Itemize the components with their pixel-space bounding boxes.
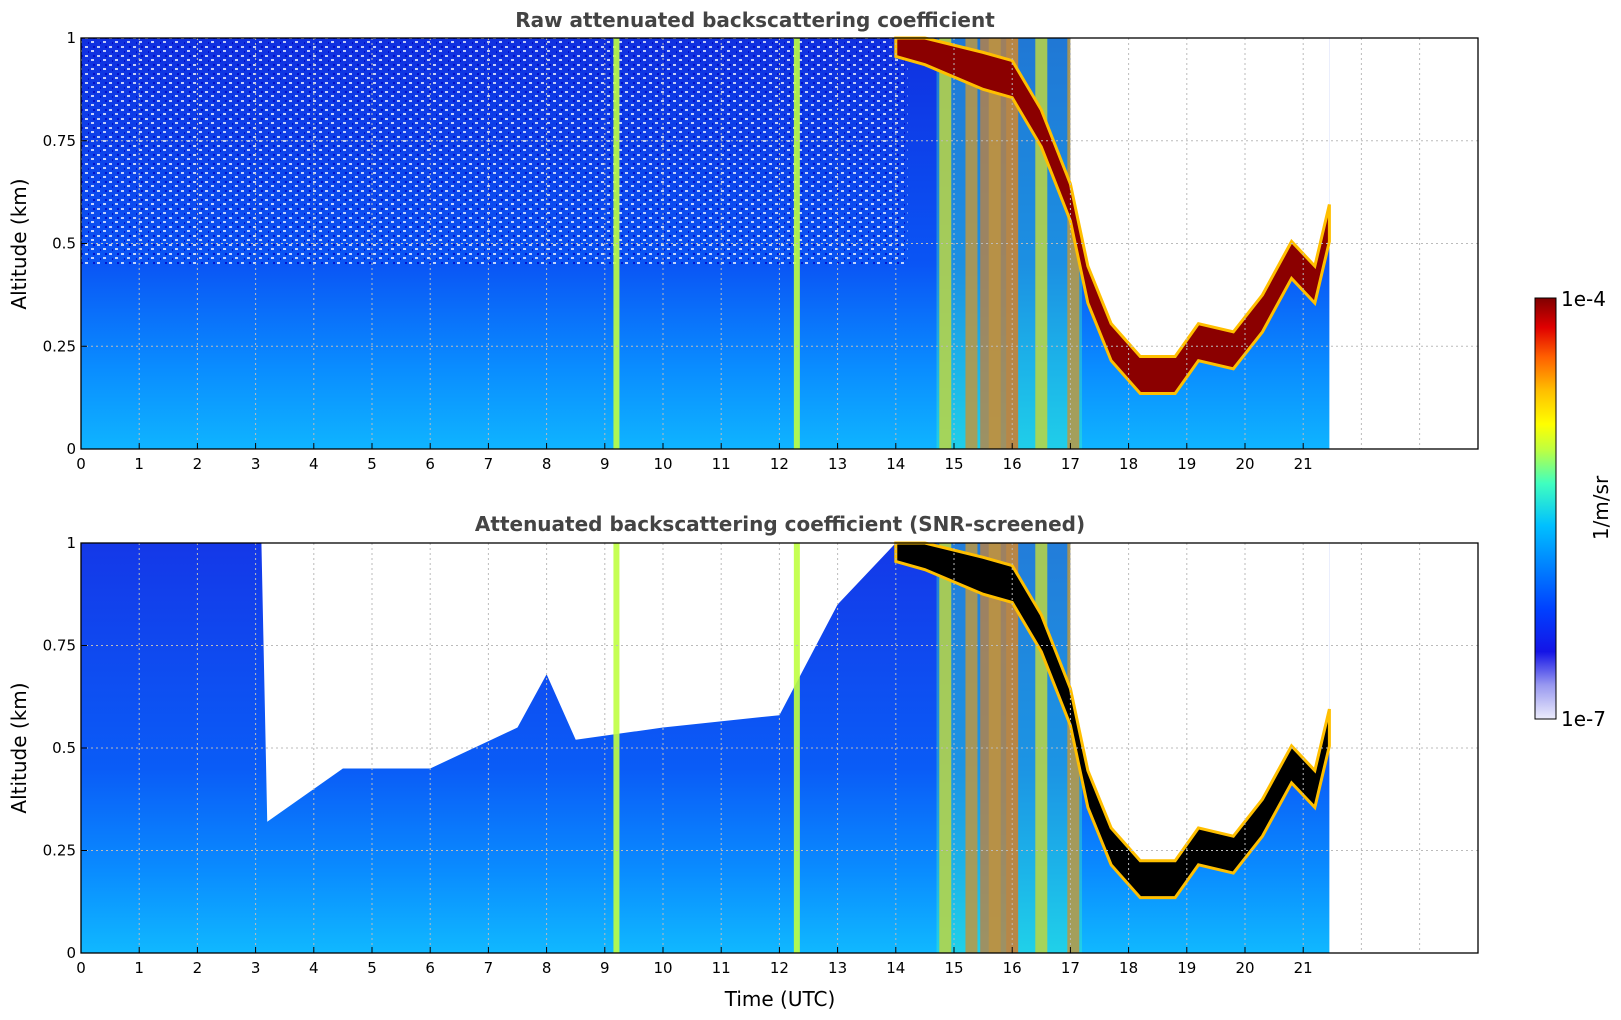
x-tick-label: 14 <box>886 959 905 977</box>
x-tick-label: 20 <box>1235 455 1254 473</box>
x-tick-label: 0 <box>76 959 86 977</box>
clear-sky-region <box>1070 543 1330 861</box>
panel1-y-ticks: 0 0.25 0.5 0.75 1 <box>43 29 87 458</box>
colorbar-min-label: 1e-7 <box>1561 707 1606 731</box>
y-tick-label: 0.5 <box>52 739 76 757</box>
cloud-layer <box>894 36 1331 396</box>
x-tick-label: 8 <box>542 959 552 977</box>
x-tick-label: 13 <box>828 959 847 977</box>
y-tick-label: 0.25 <box>43 842 76 860</box>
x-tick-label: 4 <box>309 455 319 473</box>
panel2-gridlines <box>81 543 1478 953</box>
panel2-title: Attenuated backscattering coefficient (S… <box>475 512 1085 536</box>
x-tick-label: 6 <box>425 959 435 977</box>
rain-halo <box>936 543 1083 953</box>
colorbar-gradient <box>1534 297 1557 720</box>
x-tick-label: 2 <box>193 959 203 977</box>
y-tick-label: 0.5 <box>52 235 76 253</box>
x-tick-label: 20 <box>1235 959 1254 977</box>
y-tick-label: 0.75 <box>43 637 76 655</box>
x-tick-label: 1 <box>134 455 144 473</box>
y-tick-label: 0 <box>66 944 76 962</box>
clear-sky-region <box>1070 38 1330 357</box>
panel2-y-ticks: 0 0.25 0.5 0.75 1 <box>43 534 87 962</box>
screened-out-region <box>81 543 896 822</box>
y-tick-label: 0.75 <box>43 132 76 150</box>
x-tick-label: 16 <box>1003 959 1022 977</box>
x-tick-label: 16 <box>1003 455 1022 473</box>
rain-halo <box>936 38 1083 449</box>
x-tick-label: 4 <box>309 959 319 977</box>
x-tick-label: 19 <box>1177 455 1196 473</box>
x-tick-label: 14 <box>886 455 905 473</box>
y-tick-label: 1 <box>66 29 76 47</box>
y-tick-label: 0 <box>66 440 76 458</box>
x-tick-label: 12 <box>770 455 789 473</box>
x-tick-label: 0 <box>76 455 86 473</box>
x-tick-label: 5 <box>367 959 377 977</box>
x-tick-label: 8 <box>542 455 552 473</box>
x-tick-label: 21 <box>1294 455 1313 473</box>
x-tick-label: 7 <box>484 959 494 977</box>
panel1-gridlines <box>81 38 1478 449</box>
x-tick-label: 15 <box>944 959 963 977</box>
x-tick-label: 2 <box>193 455 203 473</box>
x-tick-label: 12 <box>770 959 789 977</box>
x-tick-label: 13 <box>828 455 847 473</box>
x-tick-label: 10 <box>653 959 672 977</box>
colorbar: 1e-4 1e-7 1/m/sr <box>1534 287 1613 731</box>
x-axis-label: Time (UTC) <box>724 987 836 1011</box>
x-tick-label: 19 <box>1177 959 1196 977</box>
x-tick-label: 3 <box>251 959 261 977</box>
panel1-x-ticks: 0 1 2 3 4 5 6 7 8 9 10 11 12 13 14 15 16 17 18 19 20 21 <box>76 443 1313 473</box>
x-tick-label: 15 <box>944 455 963 473</box>
x-tick-label: 7 <box>484 455 494 473</box>
colorbar-max-label: 1e-4 <box>1561 287 1606 311</box>
x-tick-label: 17 <box>1061 959 1080 977</box>
x-tick-label: 5 <box>367 455 377 473</box>
panel1-y-axis-label: Altitude (km) <box>7 178 31 309</box>
x-tick-label: 11 <box>712 455 731 473</box>
y-tick-label: 0.25 <box>43 337 76 355</box>
x-tick-label: 18 <box>1119 455 1138 473</box>
noise-region <box>81 38 908 265</box>
x-tick-label: 9 <box>600 959 610 977</box>
x-tick-label: 17 <box>1061 455 1080 473</box>
y-tick-label: 1 <box>66 534 76 552</box>
panel2-y-axis-label: Altitude (km) <box>7 682 31 813</box>
x-tick-label: 9 <box>600 455 610 473</box>
panel2-x-ticks: 0 1 2 3 4 5 6 7 8 9 10 11 12 13 14 15 16 17 18 19 20 21 <box>76 947 1313 977</box>
x-tick-label: 21 <box>1294 959 1313 977</box>
x-tick-label: 11 <box>712 959 731 977</box>
x-tick-label: 10 <box>653 455 672 473</box>
colorbar-unit-label: 1/m/sr <box>1589 475 1613 540</box>
raw-backscatter-panel: Raw attenuated backscattering coefficien… <box>7 8 1479 473</box>
x-tick-label: 1 <box>134 959 144 977</box>
x-tick-label: 18 <box>1119 959 1138 977</box>
x-tick-label: 3 <box>251 455 261 473</box>
x-tick-label: 6 <box>425 455 435 473</box>
panel1-title: Raw attenuated backscattering coefficien… <box>515 8 995 32</box>
screened-backscatter-panel: Attenuated backscattering coefficient (S… <box>7 512 1479 1011</box>
screened-backscatter-field <box>81 541 1331 953</box>
cloud-layer <box>894 541 1331 900</box>
